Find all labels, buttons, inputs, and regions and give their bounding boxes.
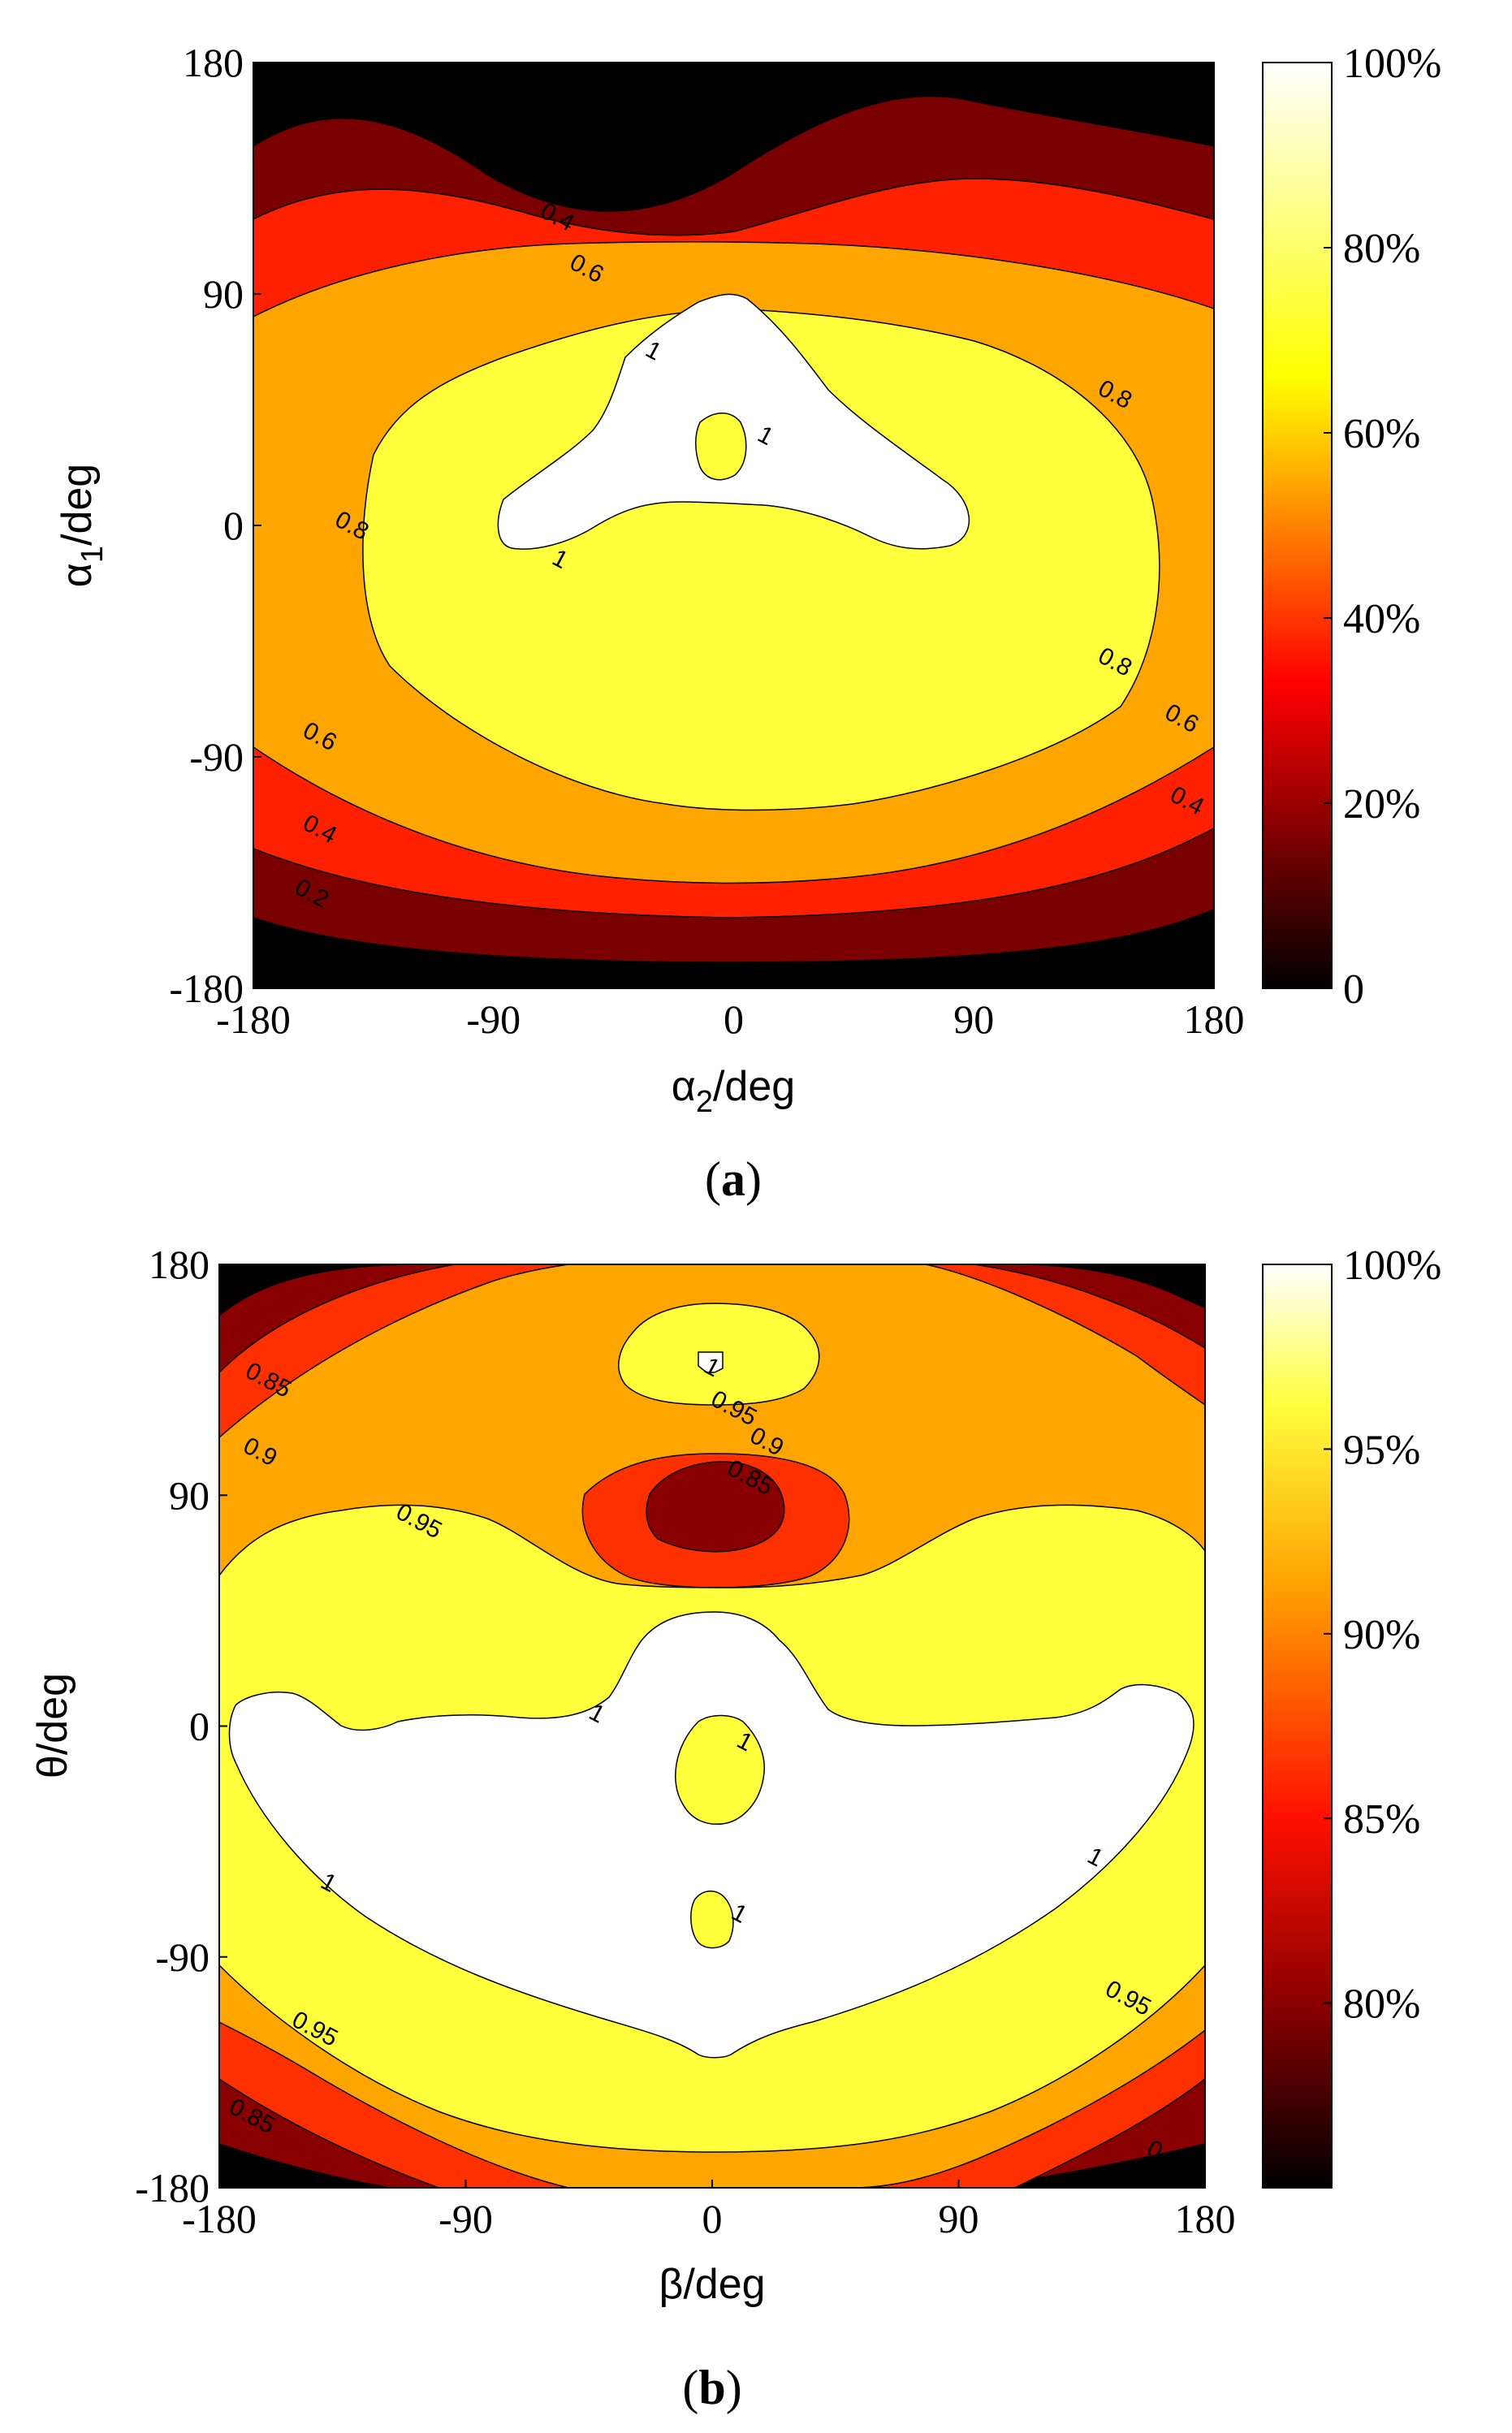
chart-b-xtick-label: 0 [702, 2196, 723, 2241]
chart-b-panel-letter: b [698, 2361, 725, 2414]
chart-a-colorbar-tick-label: 0 [1343, 966, 1364, 1013]
chart-a-xtick-label: -90 [466, 996, 521, 1042]
chart-a-xtick-label: 90 [953, 996, 994, 1042]
chart-b-plot [219, 1264, 1205, 2188]
chart-b-xtick-label: -180 [182, 2196, 257, 2241]
chart-b-top-white [698, 1351, 724, 1373]
chart-b-colorbar-tick-label: 85% [1343, 1796, 1420, 1843]
chart-a-ylabel: α1/deg [54, 464, 110, 587]
chart-a-ytick-label: -90 [189, 734, 244, 780]
chart-a-island [695, 413, 747, 481]
chart-a-plot [253, 63, 1214, 988]
chart-b-region-5 [228, 1611, 1194, 2059]
chart-a-colorbar-tick-label: 20% [1343, 781, 1420, 828]
chart-a-ytick-label: -180 [169, 966, 244, 1011]
chart-a-y-ticks: -180 -90 0 90 180 [169, 40, 261, 1011]
chart-b-xtick-label: 90 [939, 2196, 979, 2241]
chart-b-ytick-label: 180 [149, 1242, 210, 1287]
chart-b-y-ticks: -180 -90 0 90 180 [135, 1242, 227, 2210]
chart-a-xtick-label: -180 [216, 996, 291, 1042]
chart-a-xtick-label: 180 [1184, 996, 1245, 1042]
chart-a-xlabel: α2/deg [672, 1063, 795, 1119]
chart-a-xtick-label: 0 [724, 996, 744, 1042]
chart-b: 0.850.90.9510.950.90.85111110.950.950.85… [29, 1242, 1441, 2414]
chart-b-colorbar-ticks: 80% 85% 90% 95% 100% [1324, 1242, 1441, 2028]
chart-a-colorbar-ticks: 0 20% 40% 60% 80% 100% [1324, 41, 1441, 1013]
chart-b-island-1 [675, 1714, 765, 1825]
chart-a-colorbar-tick-label: 60% [1343, 411, 1420, 457]
chart-b-x-ticks: -180 -90 0 90 180 [182, 2180, 1236, 2241]
chart-b-panel-label: (b) [682, 2361, 741, 2414]
chart-b-colorbar-tick-label: 90% [1343, 1612, 1420, 1658]
chart-a-ytick-label: 90 [203, 271, 244, 317]
chart-b-ytick-label: -90 [155, 1934, 210, 1980]
chart-a-colorbar-tick-label: 40% [1343, 596, 1420, 642]
chart-b-xtick-label: -90 [438, 2196, 493, 2241]
chart-b-ytick-label: -180 [135, 2165, 210, 2210]
chart-b-ytick-label: 90 [169, 1472, 210, 1518]
chart-a-x-ticks: -180 -90 0 90 180 [216, 980, 1245, 1042]
chart-b-island-2 [690, 1891, 734, 1949]
chart-a-ytick-label: 0 [223, 503, 244, 548]
chart-b-ytick-label: 0 [189, 1704, 210, 1749]
chart-a-panel-letter: a [721, 1152, 745, 1206]
chart-a-colorbar [1262, 62, 1333, 989]
chart-b-colorbar [1262, 1264, 1333, 2189]
chart-a-panel-label: (a) [705, 1152, 762, 1206]
chart-b-ylabel: θ/deg [29, 1673, 76, 1778]
chart-b-xlabel: β/deg [659, 2261, 765, 2308]
chart-a-colorbar-tick-label: 100% [1343, 41, 1441, 87]
chart-b-hole-core [646, 1461, 785, 1553]
chart-a-colorbar-tick-label: 80% [1343, 226, 1420, 272]
chart-a-ytick-label: 180 [183, 40, 244, 85]
chart-b-xtick-label: 180 [1175, 2196, 1236, 2241]
chart-b-colorbar-tick-label: 80% [1343, 1981, 1420, 2028]
chart-b-colorbar-tick-label: 100% [1343, 1242, 1441, 1289]
chart-b-colorbar-tick-label: 95% [1343, 1427, 1420, 1473]
chart-a-region-4 [362, 308, 1160, 811]
